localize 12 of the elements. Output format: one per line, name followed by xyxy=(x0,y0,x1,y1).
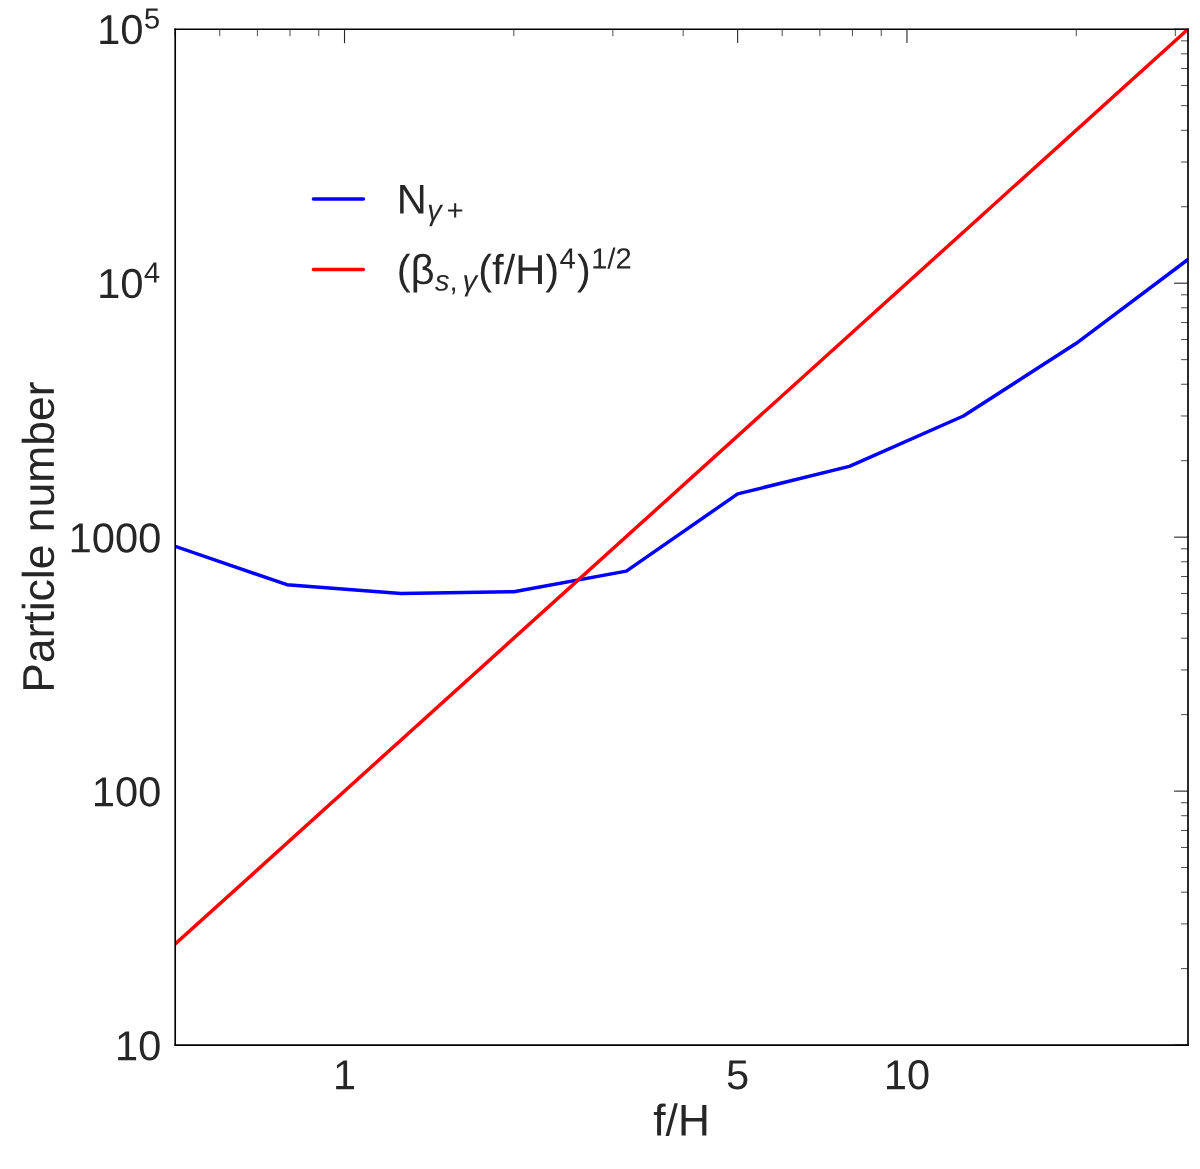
y-tick-label: 10 xyxy=(118,1031,160,1061)
y-tick-label: 1000 xyxy=(71,523,160,553)
y-tick-label: 10$^{4}$ xyxy=(100,262,160,299)
x-tick-label: 5 xyxy=(727,1060,748,1090)
y-axis-title: Particle number xyxy=(21,382,55,690)
legend-label: (β$_{s,γ}$(f/H)$^{4}$)$^{1/2}$ xyxy=(399,247,631,297)
x-tick-label: 1 xyxy=(336,1060,355,1090)
y-tick-label: 100 xyxy=(94,777,160,807)
x-axis-title: f/H xyxy=(653,1103,707,1137)
x-tick-label: 10 xyxy=(886,1060,929,1090)
y-tick-label: 10$^{5}$ xyxy=(100,8,159,45)
legend-label: N$_{γ+}$ xyxy=(400,184,463,227)
